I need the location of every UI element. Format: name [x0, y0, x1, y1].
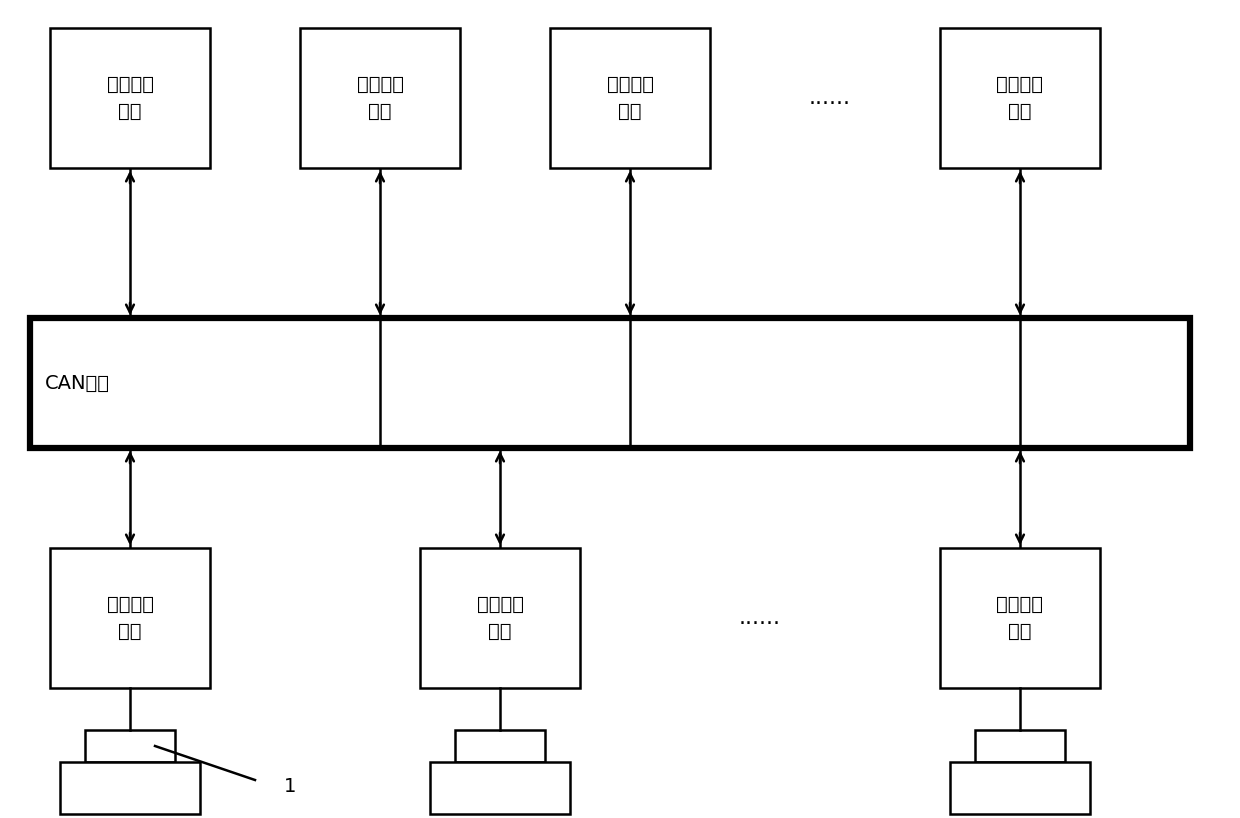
Text: CAN总线: CAN总线	[45, 374, 110, 393]
Text: 功率分配
模块: 功率分配 模块	[997, 596, 1044, 640]
Bar	[430, 762, 570, 814]
Bar	[420, 548, 580, 688]
Text: ......: ......	[808, 88, 851, 108]
Text: 固定功率
模块: 固定功率 模块	[606, 75, 653, 121]
Bar	[455, 730, 546, 762]
Bar	[50, 28, 210, 168]
Bar	[950, 762, 1090, 814]
Text: 功率分配
模块: 功率分配 模块	[107, 596, 154, 640]
Bar	[60, 762, 200, 814]
Bar	[940, 28, 1100, 168]
Text: ......: ......	[739, 608, 781, 628]
Text: 固定功率
模块: 固定功率 模块	[997, 75, 1044, 121]
Text: 1: 1	[284, 776, 296, 795]
Text: 固定功率
模块: 固定功率 模块	[357, 75, 403, 121]
Text: 功率分配
模块: 功率分配 模块	[476, 596, 523, 640]
Bar	[940, 548, 1100, 688]
Bar	[86, 730, 175, 762]
Bar	[975, 730, 1065, 762]
Bar	[50, 548, 210, 688]
Bar	[30, 318, 1190, 448]
Bar	[300, 28, 460, 168]
Text: 固定功率
模块: 固定功率 模块	[107, 75, 154, 121]
Bar	[551, 28, 711, 168]
